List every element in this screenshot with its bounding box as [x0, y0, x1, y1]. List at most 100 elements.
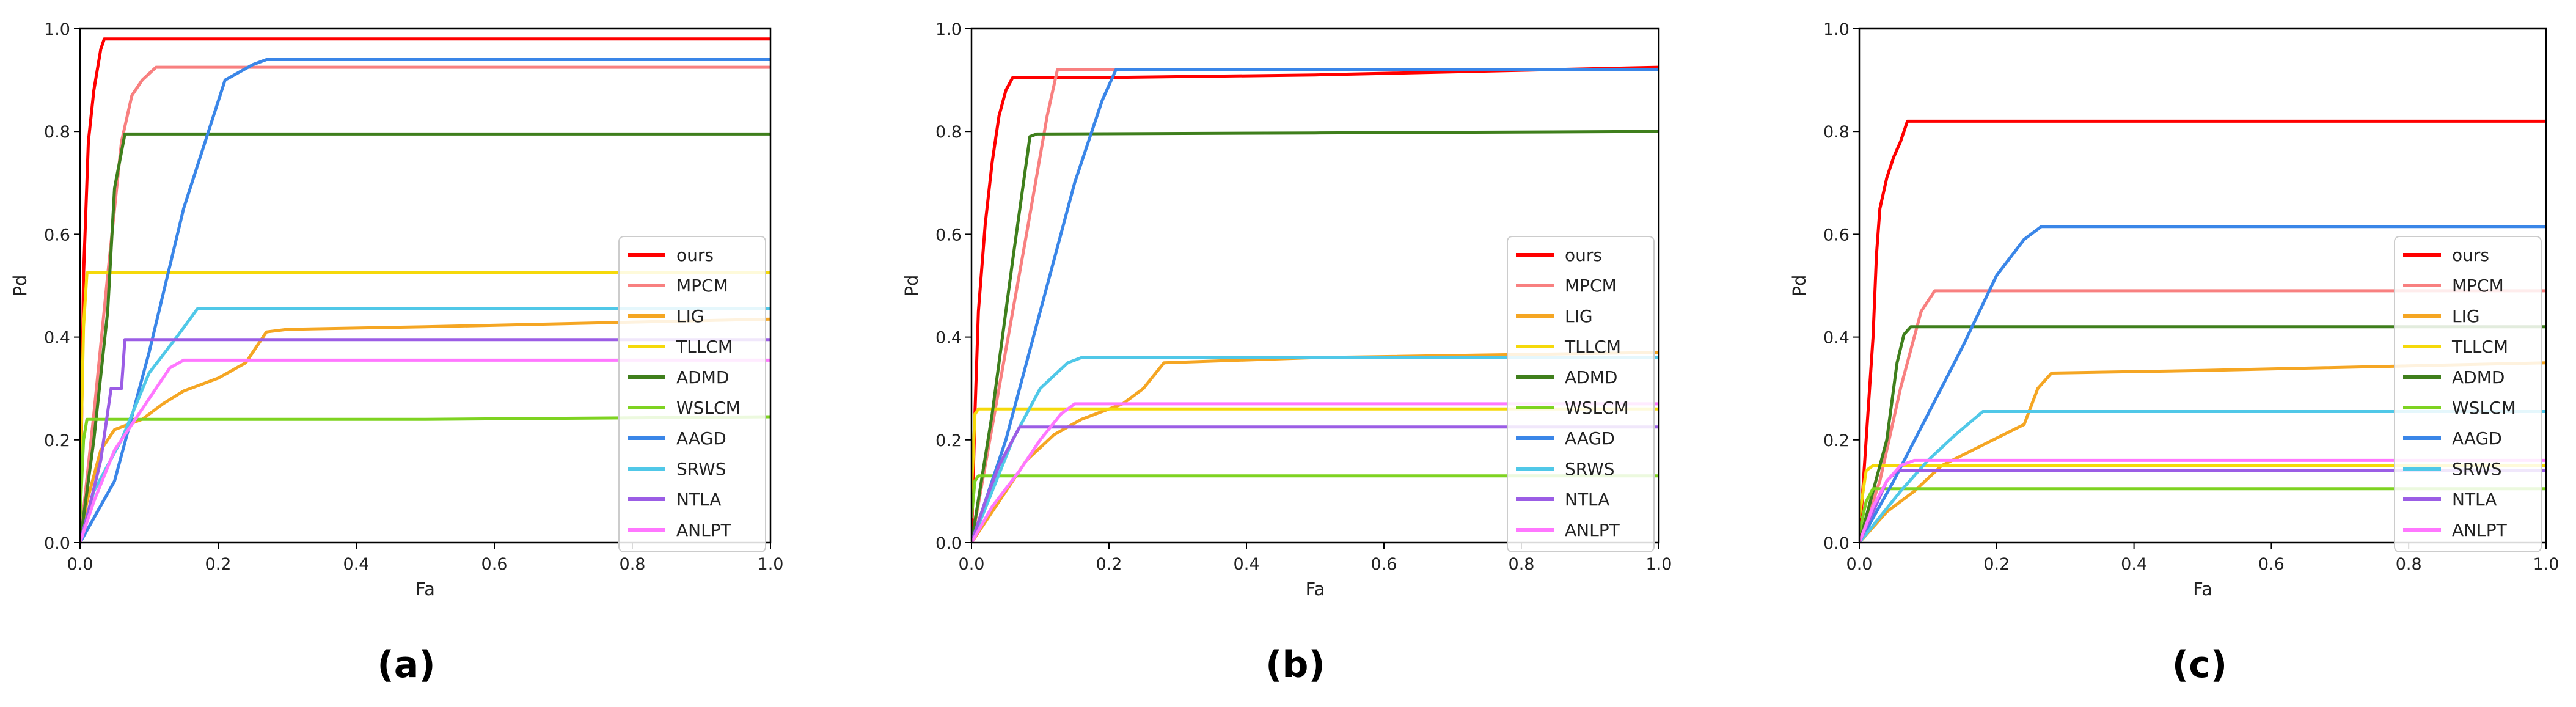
- y-tick-label: 0.0: [935, 534, 962, 553]
- x-axis-label: Fa: [1306, 579, 1325, 599]
- x-tick-label: 0.6: [481, 555, 508, 574]
- x-tick-label: 0.6: [1371, 555, 1397, 574]
- series-line-ntla: [80, 338, 770, 543]
- y-tick-label: 0.6: [1823, 225, 1850, 244]
- legend: ours MPCM LIG TLLCM ADMD WSLCM AAGD SRWS NTLA ANL…: [618, 236, 766, 552]
- series-line-srws: [80, 307, 770, 543]
- y-tick-label: 0.4: [935, 329, 962, 348]
- legend-label: LIG: [2452, 306, 2480, 326]
- series-line-wslcm: [80, 415, 770, 519]
- y-tick-label: 0.0: [1823, 534, 1850, 553]
- y-tick-label: 0.6: [935, 225, 962, 244]
- plot-frame: [79, 27, 772, 544]
- series-line-aagd: [80, 58, 770, 543]
- legend-label: MPCM: [676, 276, 728, 296]
- y-tick-label: 0.2: [935, 431, 962, 450]
- y-axis-label: Pd: [1789, 275, 1810, 297]
- panel-caption: (a): [377, 643, 435, 686]
- series-line-admd: [80, 132, 770, 543]
- series-line-wslcm: [971, 474, 1659, 519]
- y-tick-label: 0.2: [44, 431, 70, 450]
- legend-label: NTLA: [1565, 489, 1609, 510]
- x-tick-label: 0.0: [1846, 555, 1873, 574]
- legend-label: SRWS: [2452, 459, 2502, 479]
- y-tick-label: 0.8: [935, 123, 962, 142]
- x-axis-label: Fa: [415, 579, 435, 599]
- y-tick-label: 1.0: [44, 20, 70, 39]
- series-line-lig: [1859, 361, 2546, 543]
- legend-label: AAGD: [1565, 428, 1615, 449]
- legend-label: AAGD: [2452, 428, 2502, 449]
- x-tick-label: 0.4: [1234, 555, 1260, 574]
- y-axis-label: Pd: [901, 275, 922, 297]
- series-line-mpcm: [80, 65, 770, 543]
- legend-label: WSLCM: [676, 398, 741, 418]
- legend-label: ours: [2452, 245, 2489, 265]
- series-line-ours: [1859, 119, 2546, 543]
- x-tick-label: 0.6: [2258, 555, 2285, 574]
- y-tick-label: 0.4: [1823, 329, 1850, 348]
- x-tick-label: 1.0: [1646, 555, 1672, 574]
- y-tick-label: 0.0: [44, 534, 70, 553]
- chart-panel-1: 0.0 0.2 0.4 0.6 0.8 1.0 0.0 0.2 0.4 0.6 0.8 1.0 Fa Pd…: [10, 20, 783, 686]
- y-tick-label: 0.6: [44, 225, 70, 244]
- chart-panel-3: 0.0 0.2 0.4 0.6 0.8 1.0 0.0 0.2 0.4 0.6 0.8 1.0 Fa Pd…: [1789, 20, 2559, 686]
- x-tick-label: 0.2: [1983, 555, 2010, 574]
- legend-label: ANLPT: [676, 520, 732, 540]
- x-tick-label: 0.4: [2121, 555, 2147, 574]
- y-tick-label: 0.8: [1823, 123, 1850, 142]
- x-tick-label: 0.2: [205, 555, 232, 574]
- x-tick-label: 0.4: [343, 555, 370, 574]
- legend-label: AAGD: [676, 428, 726, 449]
- legend-label: ADMD: [2452, 367, 2505, 387]
- series-line-tllcm: [1859, 464, 2546, 519]
- series-line-ntla: [971, 425, 1659, 543]
- series-line-srws: [1859, 410, 2546, 543]
- series-line-wslcm: [1859, 487, 2546, 534]
- legend-label: NTLA: [676, 489, 721, 510]
- plot-frame: [970, 27, 1660, 544]
- series-line-aagd: [971, 68, 1659, 543]
- legend-label: TLLCM: [1564, 337, 1621, 357]
- legend: ours MPCM LIG TLLCM ADMD WSLCM AAGD SRWS NTLA ANL…: [1507, 236, 1655, 552]
- y-tick-label: 0.4: [44, 329, 70, 348]
- series-line-ours: [971, 65, 1659, 543]
- x-tick-label: 1.0: [758, 555, 784, 574]
- legend-label: SRWS: [676, 459, 726, 479]
- series-line-srws: [971, 356, 1659, 543]
- y-tick-label: 1.0: [1823, 20, 1850, 39]
- legend-label: TLLCM: [2451, 337, 2508, 357]
- legend-label: ADMD: [1565, 367, 1617, 387]
- legend-label: ANLPT: [1565, 520, 1620, 540]
- x-axis-label: Fa: [2193, 579, 2212, 599]
- panel-caption: (c): [2172, 643, 2227, 686]
- series-line-anlpt: [971, 402, 1659, 543]
- y-tick-label: 0.2: [1823, 431, 1850, 450]
- legend-label: WSLCM: [1565, 398, 1629, 418]
- series-line-anlpt: [80, 358, 770, 543]
- x-tick-label: 0.8: [1509, 555, 1535, 574]
- series-line-anlpt: [1859, 458, 2546, 543]
- legend-label: TLLCM: [676, 337, 733, 357]
- legend-label: MPCM: [2452, 276, 2504, 296]
- x-tick-label: 0.0: [67, 555, 93, 574]
- legend-label: SRWS: [1565, 459, 1615, 479]
- plot-frame: [1858, 27, 2547, 544]
- legend-label: LIG: [676, 306, 704, 326]
- series-line-admd: [1859, 325, 2546, 543]
- chart-panel-2: 0.0 0.2 0.4 0.6 0.8 1.0 0.0 0.2 0.4 0.6 0.8 1.0 Fa Pd…: [901, 20, 1672, 686]
- legend-label: ours: [676, 245, 714, 265]
- legend-label: ADMD: [676, 367, 729, 387]
- legend-label: LIG: [1565, 306, 1593, 326]
- x-tick-label: 0.8: [2396, 555, 2422, 574]
- y-tick-label: 1.0: [935, 20, 962, 39]
- legend: ours MPCM LIG TLLCM ADMD WSLCM AAGD SRWS NTLA ANL…: [2394, 236, 2542, 552]
- x-tick-label: 1.0: [2533, 555, 2560, 574]
- series-line-ours: [80, 37, 770, 543]
- y-tick-label: 0.8: [44, 123, 70, 142]
- series-line-tllcm: [971, 407, 1659, 493]
- series-line-admd: [971, 130, 1659, 543]
- legend-label: NTLA: [2452, 489, 2497, 510]
- legend-label: ANLPT: [2452, 520, 2508, 540]
